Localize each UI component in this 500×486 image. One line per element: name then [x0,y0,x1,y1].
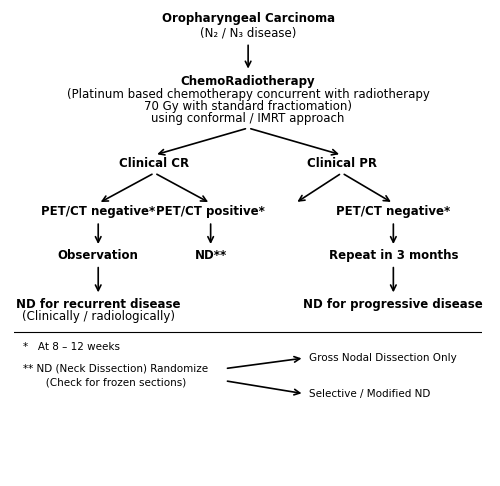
Text: (Check for frozen sections): (Check for frozen sections) [24,377,186,387]
Text: Clinical PR: Clinical PR [307,157,377,170]
Text: Gross Nodal Dissection Only: Gross Nodal Dissection Only [309,353,457,363]
Text: ** ND (Neck Dissection) Randomize: ** ND (Neck Dissection) Randomize [24,364,208,374]
Text: (Platinum based chemotherapy concurrent with radiotherapy: (Platinum based chemotherapy concurrent … [66,87,430,101]
Text: Observation: Observation [58,248,138,261]
Text: ND for progressive disease: ND for progressive disease [304,298,483,312]
Text: (Clinically / radiologically): (Clinically / radiologically) [22,310,174,323]
Text: ChemoRadiotherapy: ChemoRadiotherapy [181,75,316,87]
Text: PET/CT negative*: PET/CT negative* [336,205,450,218]
Text: *   At 8 – 12 weeks: * At 8 – 12 weeks [24,342,120,352]
Text: using conformal / IMRT approach: using conformal / IMRT approach [152,112,345,125]
Text: Oropharyngeal Carcinoma: Oropharyngeal Carcinoma [162,12,334,25]
Text: (N₂ / N₃ disease): (N₂ / N₃ disease) [200,26,296,39]
Text: PET/CT negative*: PET/CT negative* [41,205,156,218]
Text: PET/CT positive*: PET/CT positive* [156,205,265,218]
Text: Selective / Modified ND: Selective / Modified ND [309,389,430,399]
Text: Repeat in 3 months: Repeat in 3 months [328,248,458,261]
Text: Clinical CR: Clinical CR [120,157,190,170]
Text: ND for recurrent disease: ND for recurrent disease [16,298,180,312]
Text: ND**: ND** [194,248,227,261]
Text: 70 Gy with standard fractiomation): 70 Gy with standard fractiomation) [144,100,352,113]
